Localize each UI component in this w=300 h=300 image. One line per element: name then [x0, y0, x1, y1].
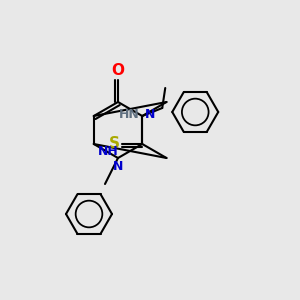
Text: N: N [113, 160, 123, 173]
Text: N: N [145, 109, 156, 122]
Text: HN: HN [118, 109, 139, 122]
Text: S: S [109, 136, 120, 152]
Text: O: O [112, 63, 124, 78]
Text: NH: NH [98, 145, 118, 158]
